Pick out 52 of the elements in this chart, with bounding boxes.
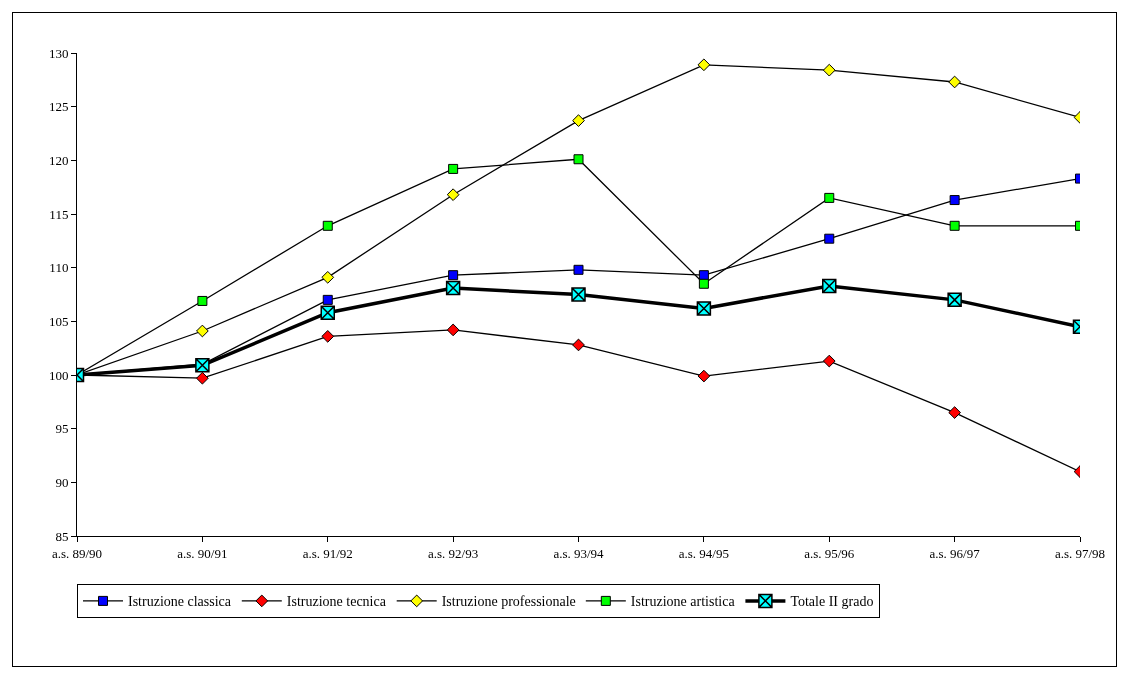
- point: [949, 195, 960, 206]
- y-tick-label: 100: [48, 367, 69, 383]
- point: [448, 163, 459, 174]
- y-tick-label: 110: [49, 260, 69, 276]
- point: [321, 330, 335, 343]
- point: [572, 338, 585, 352]
- point: [822, 63, 836, 77]
- y-tick-label: 120: [48, 152, 69, 168]
- x-tick-label: a.s. 89/90: [51, 545, 103, 561]
- x-tick-label: a.s. 90/91: [177, 545, 228, 561]
- point: [572, 114, 585, 127]
- x-tick-label: a.s. 93/94: [553, 545, 605, 561]
- point: [196, 371, 209, 385]
- x-tick-label: a.s. 95/96: [804, 545, 855, 561]
- point: [698, 278, 709, 289]
- point: [571, 287, 586, 302]
- x-tick-label: a.s. 97/98: [1054, 545, 1106, 561]
- point: [948, 75, 961, 89]
- y-tick-label: 115: [49, 206, 69, 222]
- point: [321, 270, 335, 284]
- point: [196, 324, 209, 338]
- point: [824, 192, 835, 203]
- point: [949, 220, 960, 231]
- point: [697, 58, 711, 72]
- point: [822, 354, 836, 368]
- y-tick-label: 90: [55, 474, 69, 490]
- point: [573, 154, 584, 165]
- x-tick-label: a.s. 94/95: [678, 545, 729, 561]
- y-tick-label: 85: [55, 528, 69, 544]
- y-tick-label: 130: [48, 45, 69, 61]
- point: [824, 233, 835, 244]
- point: [448, 270, 459, 281]
- x-tick-label: a.s. 96/97: [929, 545, 981, 561]
- legend-label: Istruzione classica: [128, 594, 232, 610]
- legend-label: Istruzione tecnica: [286, 594, 387, 610]
- point: [697, 369, 711, 383]
- point: [948, 406, 961, 419]
- point: [573, 264, 584, 275]
- point: [197, 295, 208, 306]
- y-tick-label: 95: [55, 421, 69, 437]
- x-tick-label: a.s. 91/92: [302, 545, 353, 561]
- x-tick-label: a.s. 92/93: [428, 545, 479, 561]
- point: [322, 294, 333, 305]
- point: [446, 323, 460, 337]
- legend-label: Istruzione artistica: [630, 594, 736, 610]
- legend-label: Istruzione professionale: [441, 594, 576, 610]
- point: [698, 270, 709, 281]
- y-tick-label: 125: [48, 99, 69, 115]
- point: [446, 188, 460, 202]
- y-tick-label: 105: [48, 313, 69, 329]
- point: [322, 220, 333, 231]
- legend-label: Totale II grado: [790, 594, 874, 610]
